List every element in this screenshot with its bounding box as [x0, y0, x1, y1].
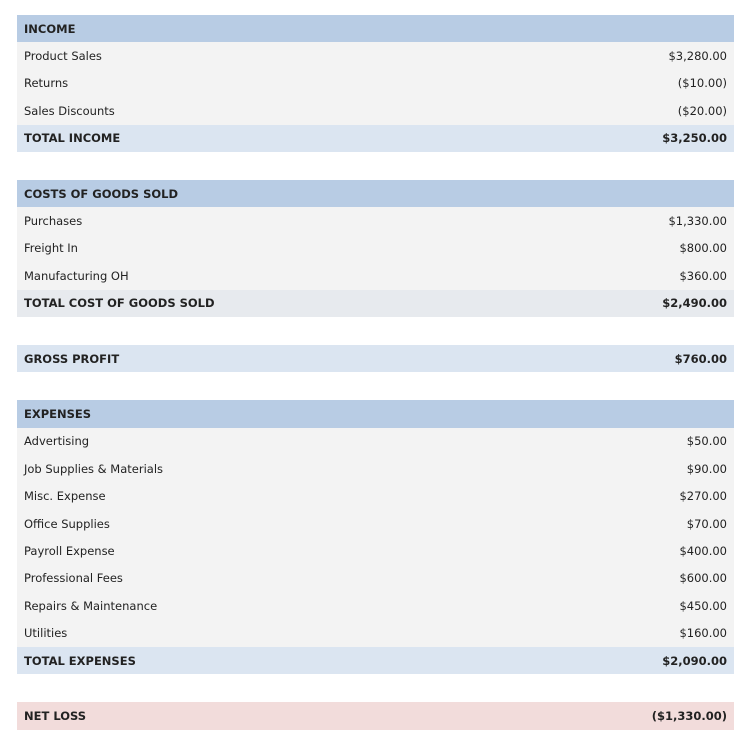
item-amount: $90.00 — [686, 461, 727, 476]
line-item: Purchases $1,330.00 — [17, 207, 734, 235]
item-amount: $800.00 — [679, 241, 727, 256]
section-header: EXPENSES — [17, 400, 734, 428]
item-amount: $270.00 — [679, 489, 727, 504]
item-label: Advertising — [24, 434, 90, 449]
item-amount: $400.00 — [679, 544, 727, 559]
line-item: Job Supplies & Materials $90.00 — [17, 455, 734, 483]
item-amount: $70.00 — [686, 516, 727, 531]
item-label: Utilities — [24, 626, 68, 641]
item-amount: $3,280.00 — [668, 49, 727, 64]
total-row: TOTAL EXPENSES $2,090.00 — [17, 647, 734, 675]
item-amount: $600.00 — [679, 571, 727, 586]
line-item: Returns ($10.00) — [17, 69, 734, 98]
item-label: Product Sales — [24, 49, 102, 64]
total-row: NET LOSS ($1,330.00) — [17, 702, 734, 730]
total-label: TOTAL EXPENSES — [24, 653, 136, 668]
line-item: Manufacturing OH $360.00 — [17, 262, 734, 290]
section-header: INCOME — [17, 15, 734, 43]
total-label: GROSS PROFIT — [24, 351, 120, 366]
item-label: Job Supplies & Materials — [24, 461, 164, 476]
item-amount: $450.00 — [679, 598, 727, 613]
item-label: Payroll Expense — [24, 544, 115, 559]
total-amount: $2,490.00 — [662, 296, 727, 311]
line-item: Freight In $800.00 — [17, 234, 734, 263]
section-header: COSTS OF GOODS SOLD — [17, 180, 734, 208]
item-label: Manufacturing OH — [24, 268, 129, 283]
section-title: EXPENSES — [24, 407, 92, 422]
total-amount: $3,250.00 — [662, 131, 727, 146]
item-label: Misc. Expense — [24, 489, 106, 504]
line-item: Misc. Expense $270.00 — [17, 482, 734, 510]
item-label: Freight In — [24, 241, 78, 256]
section-title: COSTS OF GOODS SOLD — [24, 186, 179, 201]
item-label: Office Supplies — [24, 516, 110, 531]
item-amount: $360.00 — [679, 268, 727, 283]
section-title: INCOME — [24, 21, 76, 36]
item-amount: $50.00 — [686, 434, 727, 449]
item-label: Returns — [24, 76, 69, 91]
line-item: Professional Fees $600.00 — [17, 564, 734, 593]
total-amount: ($1,330.00) — [651, 709, 727, 724]
item-label: Repairs & Maintenance — [24, 598, 158, 613]
total-label: NET LOSS — [24, 709, 87, 724]
total-amount: $760.00 — [674, 351, 727, 366]
total-amount: $2,090.00 — [662, 653, 727, 668]
item-label: Sales Discounts — [24, 103, 115, 118]
line-item: Advertising $50.00 — [17, 427, 734, 456]
total-label: TOTAL INCOME — [24, 131, 121, 146]
total-row: GROSS PROFIT $760.00 — [17, 345, 734, 373]
line-item: Repairs & Maintenance $450.00 — [17, 592, 734, 620]
line-item: Sales Discounts ($20.00) — [17, 97, 734, 125]
line-item: Product Sales $3,280.00 — [17, 42, 734, 70]
item-label: Purchases — [24, 214, 83, 229]
line-item: Office Supplies $70.00 — [17, 510, 734, 538]
total-row: TOTAL INCOME $3,250.00 — [17, 124, 734, 152]
item-amount: ($10.00) — [677, 76, 727, 91]
total-label: TOTAL COST OF GOODS SOLD — [24, 296, 215, 311]
item-amount: ($20.00) — [677, 103, 727, 118]
total-row: TOTAL COST OF GOODS SOLD $2,490.00 — [17, 289, 734, 317]
line-item: Utilities $160.00 — [17, 619, 734, 647]
item-amount: $160.00 — [679, 626, 727, 641]
line-item: Payroll Expense $400.00 — [17, 537, 734, 565]
item-amount: $1,330.00 — [668, 214, 727, 229]
item-label: Professional Fees — [24, 571, 123, 586]
